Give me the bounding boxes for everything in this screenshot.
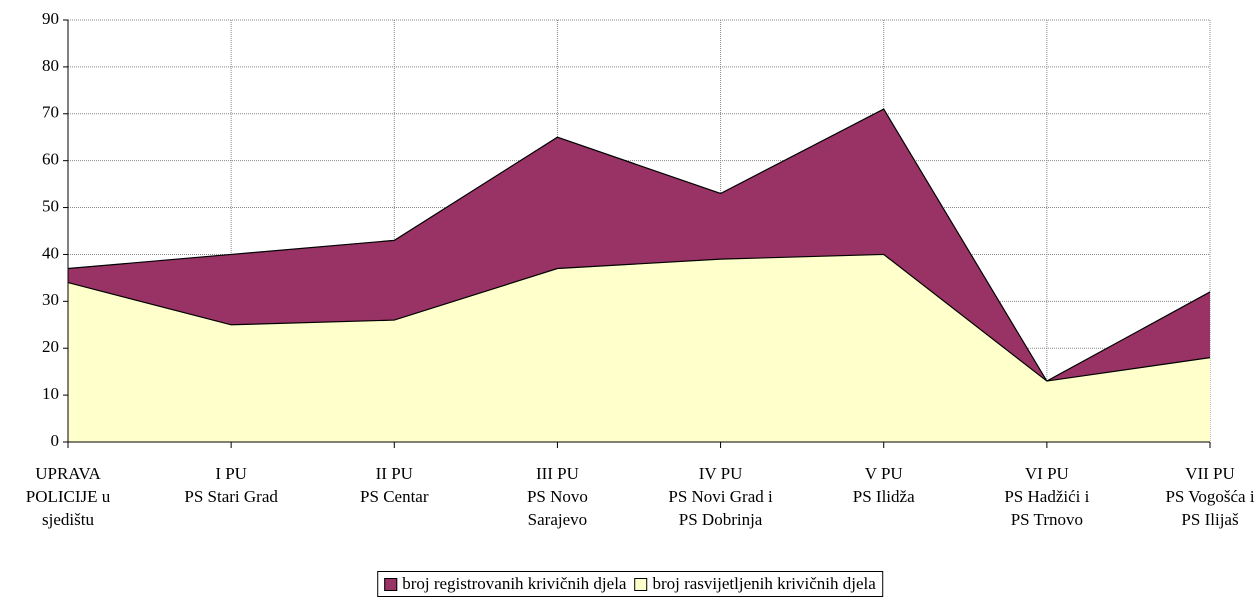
x-tick-label: IV PU PS Novi Grad i PS Dobrinja [668,464,773,529]
legend-label: broj rasvijetljenih krivičnih djela [652,574,876,593]
x-tick-label: UPRAVA POLICIJE u sjedištu [25,464,111,529]
y-tick-label: 20 [42,337,59,356]
x-tick-label: V PU PS Ilidža [852,464,915,506]
legend-swatch [384,577,398,591]
area-line [67,108,1211,382]
x-tick-label: I PU PS Stari Grad [184,464,278,506]
y-tick-label: 30 [42,290,59,309]
y-tick-label: 60 [42,150,59,169]
legend-item: broj registrovanih krivičnih djela [384,574,626,594]
y-tick-label: 50 [42,196,59,215]
y-tick-label: 0 [51,431,60,450]
y-tick-label: 80 [42,56,59,75]
legend-label: broj registrovanih krivičnih djela [402,574,627,593]
area-line [67,253,1211,382]
y-tick-label: 90 [42,9,59,28]
legend-item: broj rasvijetljenih krivičnih djela [634,574,876,594]
x-tick-label: II PU PS Centar [360,464,429,506]
legend-swatch [634,577,648,591]
x-tick-label: III PU PS Novo Sarajevo [526,464,588,529]
y-tick-label: 10 [42,384,59,403]
legend: broj registrovanih krivičnih djela broj r… [377,571,883,597]
y-tick-label: 40 [42,243,59,262]
x-tick-label: VII PU PS Vogošća i PS Ilijaš [1165,464,1255,529]
area [68,254,1210,442]
x-tick-label: VI PU PS Hadžići i PS Trnovo [1004,464,1090,529]
y-tick-label: 70 [42,103,59,122]
